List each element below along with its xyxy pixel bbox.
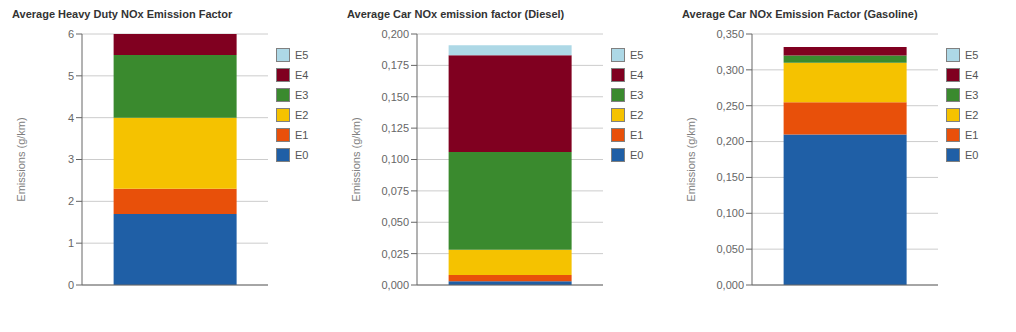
html-text:E4: E4 (630, 69, 644, 81)
html-text:E3: E3 (295, 89, 309, 101)
svg-text:4: 4 (68, 112, 74, 124)
html-text:Average Car NOx emission facto: Average Car NOx emission factor (Diesel) (347, 8, 565, 20)
html-text:E3: E3 (965, 89, 979, 101)
svg-text:0,250: 0,250 (716, 100, 744, 112)
svg-text:0,200: 0,200 (381, 28, 409, 40)
svg-text:0,075: 0,075 (381, 185, 409, 197)
svg-text:0,175: 0,175 (381, 59, 409, 71)
html-text:E5: E5 (295, 49, 309, 61)
html-text:E1: E1 (630, 129, 644, 141)
svg-text:0: 0 (68, 279, 74, 291)
svg-text:0,000: 0,000 (716, 279, 744, 291)
svg-text:0,200: 0,200 (716, 135, 744, 147)
html-text:E4: E4 (965, 69, 979, 81)
svg-text:2: 2 (68, 195, 74, 207)
svg-text:0,025: 0,025 (381, 248, 409, 260)
svg-text:Emissions (g/km): Emissions (g/km) (685, 117, 697, 201)
svg-text:Emissions (g/km): Emissions (g/km) (15, 117, 27, 201)
svg-text:0,125: 0,125 (381, 122, 409, 134)
html-text:E0: E0 (965, 149, 979, 161)
html-text:Average Heavy Duty NOx Emissio: Average Heavy Duty NOx Emission Factor (12, 8, 233, 20)
svg-text:0,100: 0,100 (381, 153, 409, 165)
svg-text:0,350: 0,350 (716, 28, 744, 40)
svg-text:0,050: 0,050 (716, 243, 744, 255)
svg-text:6: 6 (68, 28, 74, 40)
svg-text:0,100: 0,100 (716, 207, 744, 219)
html-text:E2: E2 (965, 109, 979, 121)
svg-text:0,150: 0,150 (716, 171, 744, 183)
html-text:E0: E0 (295, 149, 309, 161)
html-text:E0: E0 (630, 149, 644, 161)
svg-text:Emissions (g/km): Emissions (g/km) (350, 117, 362, 201)
svg-text:0,000: 0,000 (381, 279, 409, 291)
html-text:E2: E2 (295, 109, 309, 121)
svg-text:0,150: 0,150 (381, 91, 409, 103)
html-text:E2: E2 (630, 109, 644, 121)
svg-text:1: 1 (68, 237, 74, 249)
html-text:E4: E4 (295, 69, 309, 81)
html-text:E1: E1 (295, 129, 309, 141)
html-text:E5: E5 (630, 49, 644, 61)
svg-text:5: 5 (68, 70, 74, 82)
html-text:E5: E5 (965, 49, 979, 61)
html-text:E1: E1 (965, 129, 979, 141)
svg-text:3: 3 (68, 153, 74, 165)
svg-text:0,050: 0,050 (381, 216, 409, 228)
svg-text:0,300: 0,300 (716, 64, 744, 76)
html-text:E3: E3 (630, 89, 644, 101)
html-text:Average Car NOx Emission Facto: Average Car NOx Emission Factor (Gasolin… (682, 8, 918, 20)
